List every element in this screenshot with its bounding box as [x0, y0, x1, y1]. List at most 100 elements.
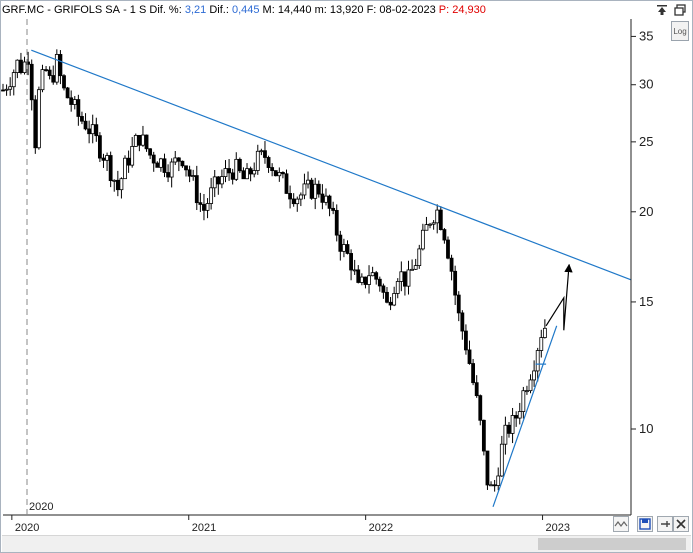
price-label: P: — [438, 4, 450, 16]
candle-body — [8, 86, 13, 90]
candle-body — [126, 157, 131, 166]
candle-body — [385, 291, 389, 303]
candle-body — [374, 272, 379, 280]
scrollbar-thumb[interactable] — [538, 538, 686, 550]
candle-body — [284, 173, 289, 194]
candle-body — [97, 135, 102, 159]
symbol-label: GRF.MC — [2, 4, 45, 16]
candle-body — [532, 370, 537, 381]
candle-body — [499, 443, 504, 477]
pct-change-label: Dif. %: — [149, 4, 182, 16]
candle-body — [313, 183, 318, 199]
candle-body — [435, 209, 440, 224]
candle-body — [216, 176, 221, 185]
candle-body — [162, 158, 167, 173]
x-tick-label: 2023 — [546, 522, 570, 534]
wave-icon[interactable] — [613, 516, 629, 532]
candle-body — [277, 172, 282, 177]
move-top-icon[interactable] — [656, 4, 668, 16]
close-icon[interactable] — [673, 516, 689, 532]
save-icon[interactable] — [637, 516, 653, 532]
candle-body — [65, 87, 70, 99]
candle-body — [141, 134, 145, 146]
candle-body — [395, 281, 400, 294]
candle-body — [464, 330, 468, 351]
candle-body — [90, 124, 95, 135]
candle-body — [19, 59, 23, 74]
candle-body — [237, 158, 242, 172]
candle-body — [478, 395, 483, 421]
candle-body — [363, 276, 368, 285]
candle-body — [517, 411, 522, 419]
candle-body — [58, 54, 63, 77]
company-name: GRIFOLS SA — [53, 4, 120, 16]
y-tick-label: 15 — [639, 294, 653, 309]
candle-body — [417, 248, 422, 266]
candle-body — [1, 89, 5, 92]
candle-body — [403, 271, 407, 287]
y-tick-label: 25 — [639, 134, 653, 149]
candle-body — [388, 301, 393, 306]
candle-body — [137, 134, 142, 146]
candle-body — [281, 172, 285, 175]
candle-body — [198, 202, 203, 205]
log-scale-button[interactable]: Log — [671, 21, 689, 41]
candle-body — [331, 207, 336, 211]
candle-body — [230, 172, 235, 180]
x-tick-label: 2022 — [369, 522, 393, 534]
candle-body — [316, 183, 321, 195]
candle-body — [342, 244, 346, 252]
candle-body — [202, 204, 206, 211]
candle-body — [406, 269, 411, 287]
candle-body — [11, 72, 16, 88]
candle-body — [424, 224, 429, 231]
candle-body — [399, 271, 404, 282]
candle-body — [248, 168, 253, 175]
candle-body — [507, 424, 511, 434]
candle-body — [62, 75, 66, 89]
candle-body — [456, 294, 461, 314]
candle-body — [521, 390, 526, 412]
x-tick-label: 2021 — [192, 522, 216, 534]
horizontal-scrollbar[interactable] — [2, 535, 691, 552]
candle-body — [442, 229, 447, 241]
candle-body — [194, 175, 199, 204]
price-value: 24,930 — [452, 4, 486, 16]
candle-body — [510, 415, 515, 434]
candle-body — [381, 285, 386, 293]
candle-body — [273, 170, 278, 177]
candle-body — [539, 337, 544, 351]
candle-body — [334, 210, 339, 236]
restore-window-icon[interactable] — [674, 4, 686, 16]
candle-body — [115, 179, 120, 191]
candle-body — [492, 484, 497, 487]
candle-body — [158, 158, 163, 168]
candle-body — [356, 269, 361, 283]
pin-icon[interactable] — [657, 516, 673, 532]
candle-body — [169, 161, 174, 178]
candle-body — [514, 415, 519, 419]
candle-body — [245, 168, 249, 180]
candle-body — [29, 63, 34, 101]
separator: - — [47, 4, 51, 16]
candle-body — [474, 382, 479, 397]
candle-body — [467, 349, 472, 364]
candle-body — [101, 157, 106, 161]
candle-body — [33, 99, 38, 149]
candle-body — [528, 379, 533, 392]
candle-body — [83, 120, 88, 130]
candle-body — [377, 278, 382, 287]
candle-body — [485, 450, 490, 486]
low-label: m: — [314, 4, 327, 16]
y-tick-label: 35 — [639, 28, 653, 43]
candle-body — [223, 168, 228, 178]
chart-header: GRF.MC - GRIFOLS SA - 1 S Dif. %: 3,21 D… — [2, 2, 691, 18]
candle-body — [367, 275, 371, 285]
candle-body — [252, 170, 257, 175]
candle-body — [72, 99, 77, 105]
candle-body — [22, 61, 27, 74]
candle-body — [180, 160, 185, 167]
candle-body — [503, 424, 508, 445]
change-label: Dif.: — [209, 4, 229, 16]
